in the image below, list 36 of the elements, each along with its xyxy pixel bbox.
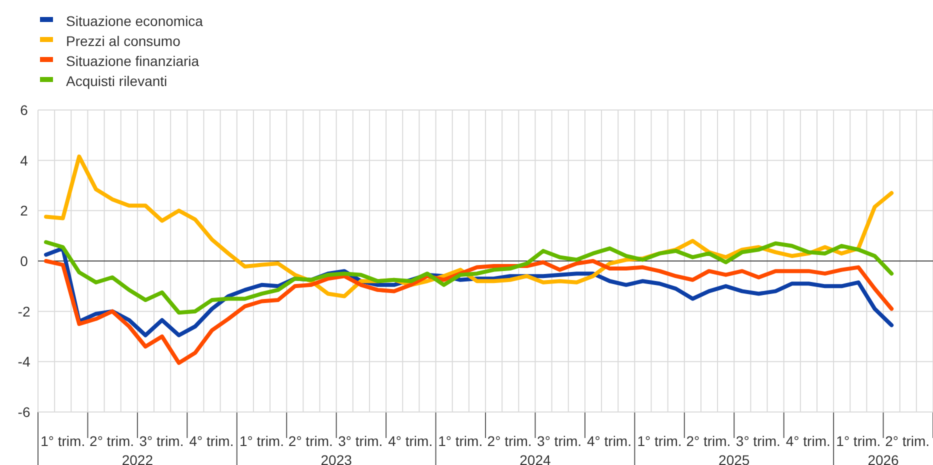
x-tick-label: 3° trim. — [537, 433, 582, 449]
y-tick-label: 2 — [20, 202, 28, 219]
x-tick-label: 1° trim. — [836, 433, 881, 449]
legend-label: Situazione economica — [66, 13, 204, 29]
y-tick-label: -6 — [18, 404, 30, 420]
text: 2022 — [122, 452, 154, 465]
x-tick-label: 3° trim. — [139, 433, 184, 449]
x-tick-label: 4° trim. — [786, 433, 830, 449]
x-tick-label: 3° trim. — [338, 433, 383, 449]
x-tick-label: 1° trim. — [637, 433, 682, 449]
legend-label: Situazione finanziaria — [66, 53, 200, 69]
x-tick-label: 2° trim. — [487, 433, 532, 449]
x-tick-label: 3° trim. — [736, 433, 780, 449]
x-tick-label: 2° trim. — [686, 433, 731, 449]
x-tick-label: 2° trim. — [885, 433, 930, 449]
line-series — [44, 240, 894, 315]
text: 2024 — [520, 452, 552, 465]
text: 2026 — [868, 452, 900, 465]
x-tick-label: 2° trim. — [90, 433, 134, 449]
x-tick-label: 4° trim. — [189, 433, 234, 449]
y-tick-label: 0 — [20, 253, 28, 269]
x-tick-label: 1° trim. — [40, 433, 86, 449]
y-tick-label: -4 — [18, 354, 30, 370]
x-tick-label: 4° trim. — [587, 433, 632, 449]
text: 2025 — [718, 452, 750, 465]
line-series — [44, 259, 894, 365]
text: 2023 — [320, 452, 352, 465]
y-tick-label: -2 — [18, 303, 30, 320]
x-tick-label: 1° trim. — [240, 433, 284, 449]
legend-label: Prezzi al consumo — [66, 33, 181, 49]
y-tick-label: 6 — [20, 102, 28, 118]
x-tick-label: 4° trim. — [388, 433, 433, 449]
y-tick-label: 4 — [20, 152, 28, 168]
x-tick-label: 2° trim. — [288, 433, 333, 449]
legend-label: Acquisti rilevanti — [66, 73, 168, 89]
x-tick-label: 1° trim. — [438, 433, 483, 449]
